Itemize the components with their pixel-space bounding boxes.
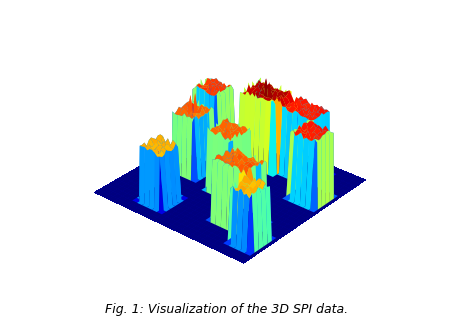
Text: Fig. 1: Visualization of the 3D SPI data.: Fig. 1: Visualization of the 3D SPI data… [105, 303, 349, 316]
